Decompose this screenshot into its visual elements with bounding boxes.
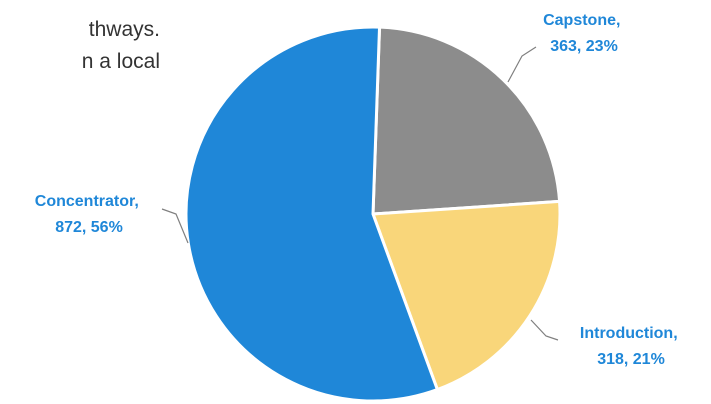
leader-line-concentrator	[161, 208, 189, 244]
pie-slice-introduction	[371, 199, 562, 392]
intro-text-line-1: thways.	[88, 18, 160, 41]
leader-line-capstone	[507, 46, 537, 83]
label-concentrator-line2: 872, 56%	[55, 219, 123, 236]
pie-slices	[184, 25, 562, 403]
label-capstone: Capstone, 363, 23%	[543, 12, 625, 55]
label-introduction-line2: 318, 21%	[597, 351, 665, 368]
label-concentrator-line1: Concentrator,	[35, 193, 139, 210]
label-introduction: Introduction, 318, 21%	[580, 325, 682, 368]
label-introduction-line1: Introduction,	[580, 325, 678, 342]
intro-text-fragment: thways. n a local	[0, 14, 160, 78]
leader-line-introduction	[530, 319, 559, 341]
label-capstone-line2: 363, 23%	[550, 38, 618, 55]
label-capstone-line1: Capstone,	[543, 12, 620, 29]
label-concentrator: Concentrator, 872, 56%	[35, 193, 143, 236]
pie-slice-concentrator	[184, 25, 439, 403]
pie-slice-capstone	[371, 25, 562, 216]
leader-lines	[161, 46, 559, 341]
intro-text-line-2: n a local	[81, 50, 160, 73]
